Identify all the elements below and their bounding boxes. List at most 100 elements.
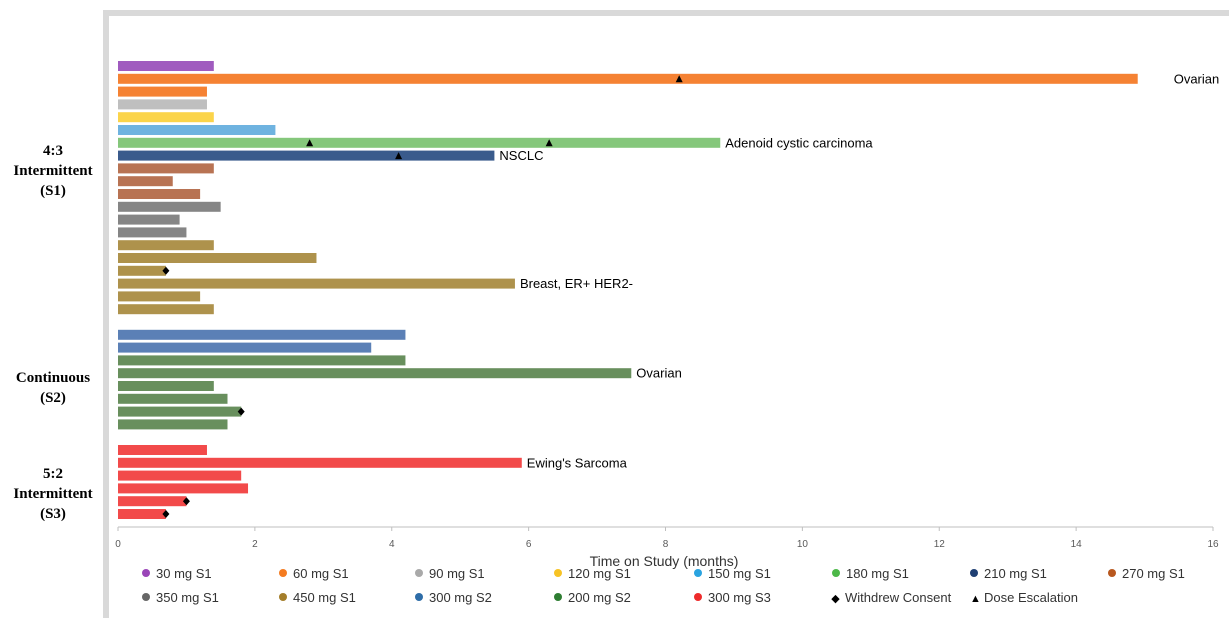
bar xyxy=(118,393,228,404)
withdrew-consent-marker xyxy=(182,497,190,506)
bar xyxy=(118,163,214,174)
legend-marker xyxy=(415,569,423,577)
legend-marker xyxy=(1108,569,1116,577)
legend-item: ◆ Withdrew Consent xyxy=(831,590,951,605)
legend-label: 120 mg S1 xyxy=(568,566,631,581)
group-label-s2: Continuous (S2) xyxy=(3,368,103,408)
legend-item: 210 mg S1 xyxy=(970,566,1047,581)
group-label-s2-line-1: Continuous xyxy=(15,370,91,386)
legend-item: 150 mg S1 xyxy=(694,566,771,581)
legend-marker xyxy=(832,569,840,577)
legend-marker xyxy=(279,569,287,577)
withdrew-consent-marker xyxy=(237,407,245,416)
legend-label: 210 mg S1 xyxy=(984,566,1047,581)
bar xyxy=(118,470,242,481)
bar xyxy=(118,355,406,366)
x-tick-label: 14 xyxy=(1071,539,1083,550)
group-label-s3-line-2: Intermittent xyxy=(13,486,93,502)
bar-annotation: Breast, ER+ HER2- xyxy=(520,276,633,291)
legend-marker xyxy=(279,593,287,601)
dose-escalation-marker xyxy=(545,139,553,147)
bar xyxy=(118,86,207,97)
legend-item: ▲ Dose Escalation xyxy=(970,590,1078,605)
x-tick-label: 6 xyxy=(526,539,532,550)
legend-label: 30 mg S1 xyxy=(156,566,212,581)
bar xyxy=(118,112,214,123)
legend-marker xyxy=(970,569,978,577)
dose-escalation-marker xyxy=(306,139,314,147)
legend-item: 120 mg S1 xyxy=(554,566,631,581)
legend-marker xyxy=(554,593,562,601)
bar-annotation: Ovarian xyxy=(636,366,682,381)
group-label-s2-line-2: (S2) xyxy=(40,390,66,406)
bar xyxy=(118,496,187,507)
x-tick-label: 2 xyxy=(252,539,258,550)
bar xyxy=(118,240,214,251)
group-label-s3: 5:2 Intermittent (S3) xyxy=(3,464,103,524)
legend-marker xyxy=(554,569,562,577)
x-tick-label: 4 xyxy=(389,539,395,550)
bar xyxy=(118,278,515,289)
x-tick-label: 12 xyxy=(934,539,946,550)
group-label-s3-line-3: (S3) xyxy=(40,506,66,522)
legend-marker xyxy=(694,593,702,601)
withdrew-consent-marker xyxy=(162,266,170,275)
diamond-icon: ◆ xyxy=(831,593,840,605)
bar xyxy=(118,483,249,494)
legend-item: 450 mg S1 xyxy=(279,590,356,605)
bar xyxy=(118,265,166,276)
legend-label: Dose Escalation xyxy=(984,590,1078,605)
group-label-s1-line-1: 4:3 xyxy=(43,143,63,159)
bar xyxy=(118,176,173,187)
legend-item: 270 mg S1 xyxy=(1108,566,1185,581)
legend-label: 60 mg S1 xyxy=(293,566,349,581)
legend-label: 200 mg S2 xyxy=(568,590,631,605)
bar xyxy=(118,329,406,340)
bar xyxy=(118,99,207,110)
bar xyxy=(118,73,1138,84)
x-tick-label: 16 xyxy=(1207,539,1219,550)
bar xyxy=(118,368,632,379)
legend-item: 350 mg S1 xyxy=(142,590,219,605)
legend-item: 300 mg S2 xyxy=(415,590,492,605)
withdrew-consent-marker xyxy=(162,510,170,518)
bar xyxy=(118,189,201,199)
legend-item: 180 mg S1 xyxy=(832,566,909,581)
x-axis-title: Time on Study (months) xyxy=(589,553,739,569)
bar-annotation: Adenoid cystic carcinoma xyxy=(725,135,873,150)
group-label-s1-line-3: (S1) xyxy=(40,183,66,199)
bar-annotation: Ovarian xyxy=(1174,71,1220,86)
dose-escalation-marker xyxy=(675,75,683,83)
legend-marker xyxy=(415,593,423,601)
legend-label: 270 mg S1 xyxy=(1122,566,1185,581)
legend-marker xyxy=(142,569,150,577)
legend-label: 300 mg S3 xyxy=(708,590,771,605)
bar xyxy=(118,381,214,391)
bar xyxy=(118,406,242,417)
legend-label: Withdrew Consent xyxy=(845,590,952,605)
legend-label: 90 mg S1 xyxy=(429,566,485,581)
legend-label: 450 mg S1 xyxy=(293,590,356,605)
bar xyxy=(118,125,276,135)
legend-label: 300 mg S2 xyxy=(429,590,492,605)
legend-label: 150 mg S1 xyxy=(708,566,771,581)
legend-item: 200 mg S2 xyxy=(554,590,631,605)
legend-label: 180 mg S1 xyxy=(846,566,909,581)
bar xyxy=(118,137,721,148)
x-tick-label: 0 xyxy=(115,539,121,550)
bar xyxy=(118,445,207,455)
bar xyxy=(118,201,221,212)
bar xyxy=(118,419,228,430)
triangle-icon: ▲ xyxy=(970,593,981,605)
group-label-s3-line-1: 5:2 xyxy=(43,466,63,482)
bar xyxy=(118,291,201,302)
plot-frame xyxy=(103,10,1229,618)
bar xyxy=(118,150,495,161)
legend-item: 30 mg S1 xyxy=(142,566,212,581)
legend-item: 60 mg S1 xyxy=(279,566,349,581)
group-label-s1-line-2: Intermittent xyxy=(13,163,93,179)
bar xyxy=(118,61,214,71)
bar xyxy=(118,227,187,238)
legend-marker xyxy=(694,569,702,577)
